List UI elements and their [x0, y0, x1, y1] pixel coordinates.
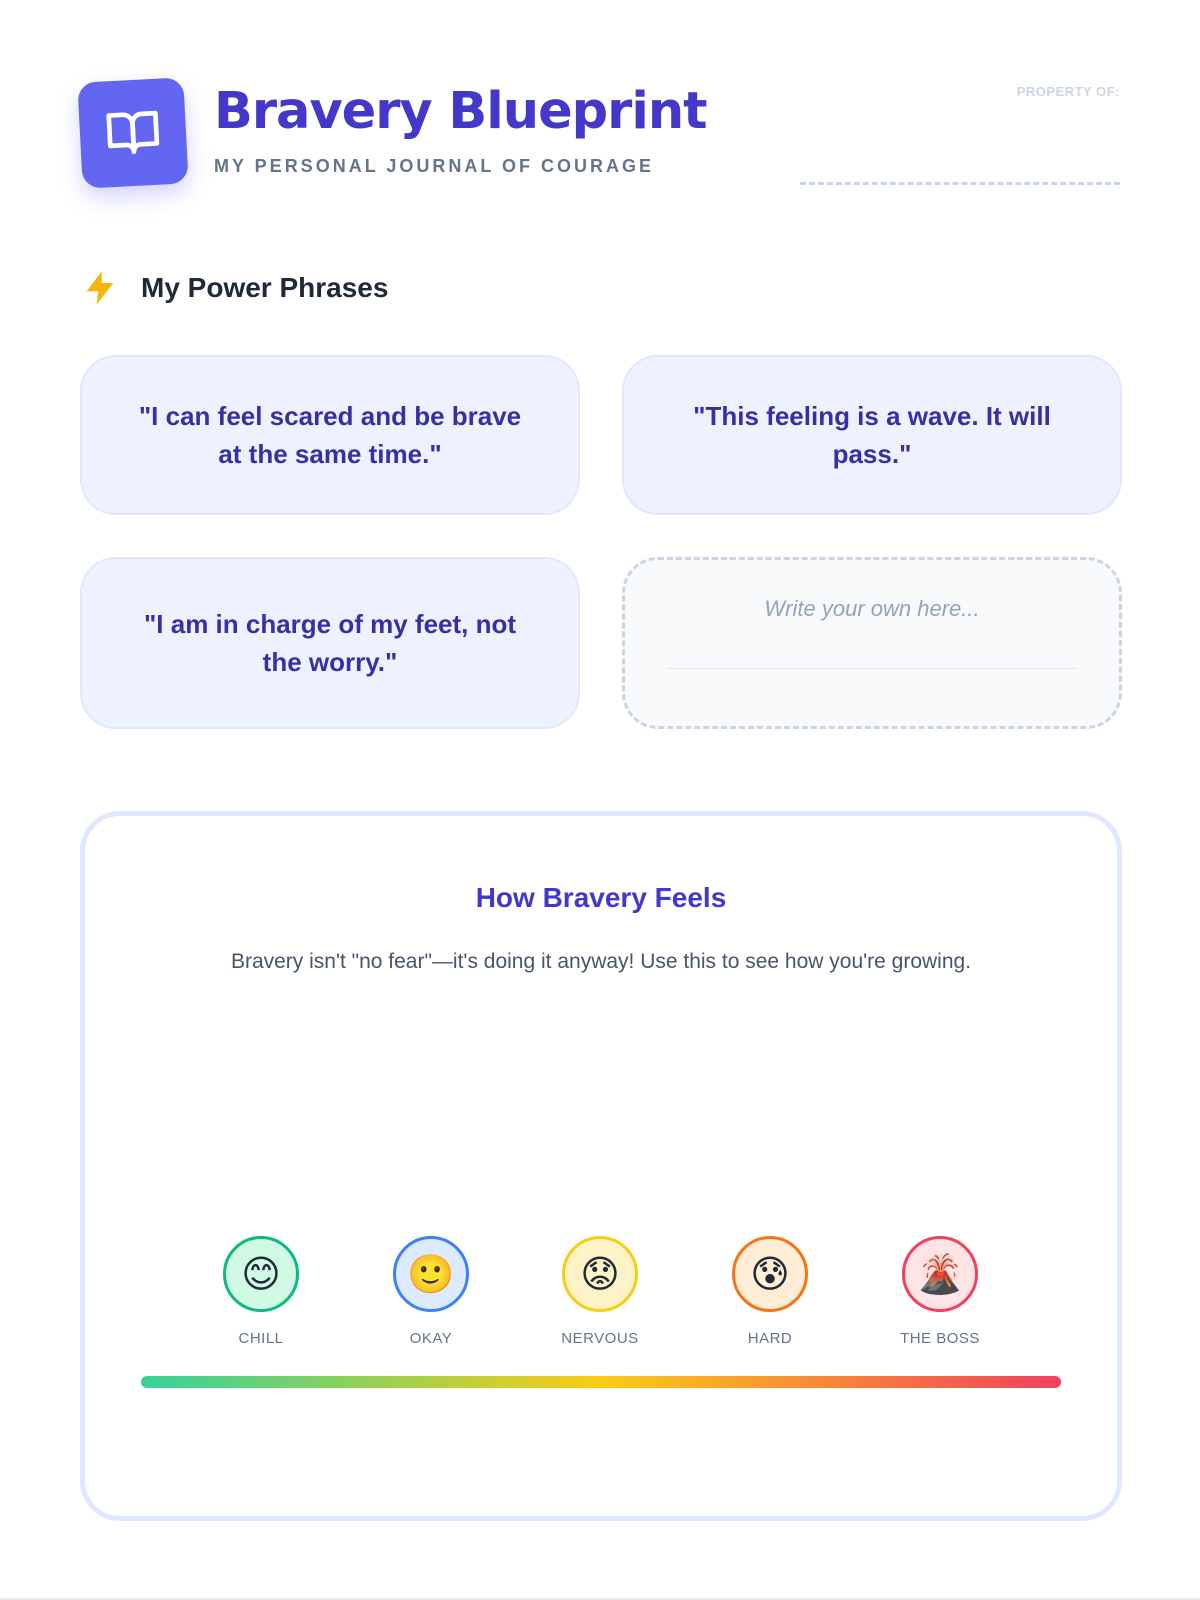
page-subtitle: MY PERSONAL JOURNAL OF COURAGE [214, 156, 655, 176]
bravery-scale-title: How Bravery Feels [475, 882, 727, 913]
bravery-scale-panel: How Bravery Feels Bravery isn't "no fear… [80, 811, 1122, 1521]
mood-label: CHILL [238, 1330, 284, 1347]
mood-level-chill[interactable]: 😊 CHILL [191, 1236, 331, 1347]
anxious-sweat-face-icon: 😰 [732, 1236, 808, 1312]
slight-smile-icon: 🙂 [393, 1236, 469, 1312]
page-divider [0, 1598, 1200, 1600]
mood-level-nervous[interactable]: 😟 NERVOUS [530, 1236, 670, 1347]
lightning-bolt-icon [86, 271, 114, 305]
power-phrase-card: "This feeling is a wave. It will pass." [622, 355, 1122, 515]
own-phrase-input[interactable] [667, 596, 1077, 669]
property-of-name-line[interactable] [800, 182, 1120, 185]
journal-logo [77, 77, 189, 189]
mood-label: OKAY [409, 1330, 453, 1347]
mood-label: NERVOUS [561, 1330, 639, 1347]
power-phrase-card: "I am in charge of my feet, not the worr… [80, 557, 580, 729]
page-title: Bravery Blueprint [214, 82, 708, 141]
open-book-icon [106, 110, 160, 154]
power-phrase-card: "I can feel scared and be brave at the s… [80, 355, 580, 515]
bravery-gradient-bar [141, 1376, 1061, 1388]
mood-label: THE BOSS [900, 1330, 980, 1347]
bravery-scale-description: Bravery isn't "no fear"—it's doing it an… [230, 950, 972, 973]
property-of-label: PROPERTY OF: [1016, 84, 1120, 99]
mood-level-hard[interactable]: 😰 HARD [700, 1236, 840, 1347]
power-phrases-heading: My Power Phrases [141, 272, 389, 303]
own-phrase-card [622, 557, 1122, 729]
mood-level-okay[interactable]: 🙂 OKAY [361, 1236, 501, 1347]
worried-face-icon: 😟 [562, 1236, 638, 1312]
mood-level-the-boss[interactable]: 🌋 THE BOSS [870, 1236, 1010, 1347]
smiling-face-icon: 😊 [223, 1236, 299, 1312]
mood-label: HARD [747, 1330, 793, 1347]
volcano-icon: 🌋 [902, 1236, 978, 1312]
